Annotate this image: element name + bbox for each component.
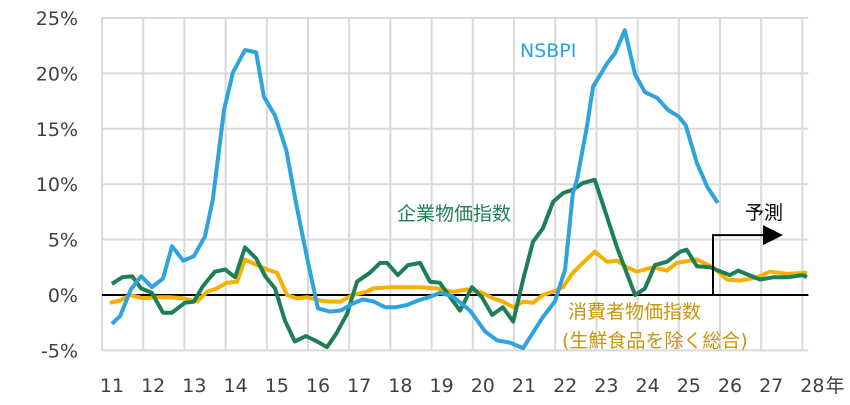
y-tick-label: 0% bbox=[48, 285, 78, 307]
forecast-arrow-line bbox=[711, 234, 765, 295]
series-line-0 bbox=[110, 28, 720, 351]
y-tick-label: 20% bbox=[36, 63, 78, 85]
series-label-2: (生鮮食品を除く総合) bbox=[562, 330, 748, 352]
x-tick-label: 26 bbox=[718, 375, 742, 397]
y-tick-label: 10% bbox=[36, 174, 78, 196]
x-tick-label: 20 bbox=[471, 375, 495, 397]
y-axis-ticks: 25% 20% 15% 10% 5% 0% -5% bbox=[36, 8, 78, 362]
x-tick-label: 27 bbox=[759, 375, 783, 397]
y-tick-label: -5% bbox=[41, 340, 78, 362]
x-tick-label: 12 bbox=[141, 375, 165, 397]
series-label-1: 企業物価指数 bbox=[397, 203, 511, 225]
x-tick-label: 14 bbox=[224, 375, 248, 397]
x-axis-ticks: 11 12 13 14 15 16 17 18 19 20 21 22 23 24 25 26 27 28 年 bbox=[100, 375, 845, 397]
x-tick-label: 11 bbox=[100, 375, 124, 397]
x-tick-label: 16 bbox=[306, 375, 330, 397]
series-lines bbox=[109, 28, 808, 351]
x-tick-label: 25 bbox=[677, 375, 701, 397]
x-tick-label: 15 bbox=[265, 375, 289, 397]
series-label-0: NSBPI bbox=[520, 40, 576, 62]
y-tick-label: 5% bbox=[48, 230, 78, 252]
x-tick-label: 13 bbox=[182, 375, 206, 397]
x-tick-label: 21 bbox=[512, 375, 536, 397]
series-label-2: 消費者物価指数 bbox=[568, 301, 701, 323]
y-tick-label: 15% bbox=[36, 119, 78, 141]
x-tick-label: 22 bbox=[553, 375, 577, 397]
x-tick-label: 18 bbox=[388, 375, 412, 397]
x-tick-label: 23 bbox=[594, 375, 618, 397]
x-tick-label: 28 bbox=[800, 375, 824, 397]
y-tick-label: 25% bbox=[36, 8, 78, 30]
x-tick-label: 19 bbox=[430, 375, 454, 397]
forecast-arrow-head bbox=[762, 225, 783, 246]
forecast-label: 予測 bbox=[745, 202, 783, 224]
forecast-marker: 予測 bbox=[711, 202, 783, 295]
x-tick-label: 24 bbox=[636, 375, 660, 397]
x-tick-label: 17 bbox=[347, 375, 371, 397]
x-unit-label: 年 bbox=[825, 375, 844, 397]
series-line-1 bbox=[110, 177, 808, 350]
